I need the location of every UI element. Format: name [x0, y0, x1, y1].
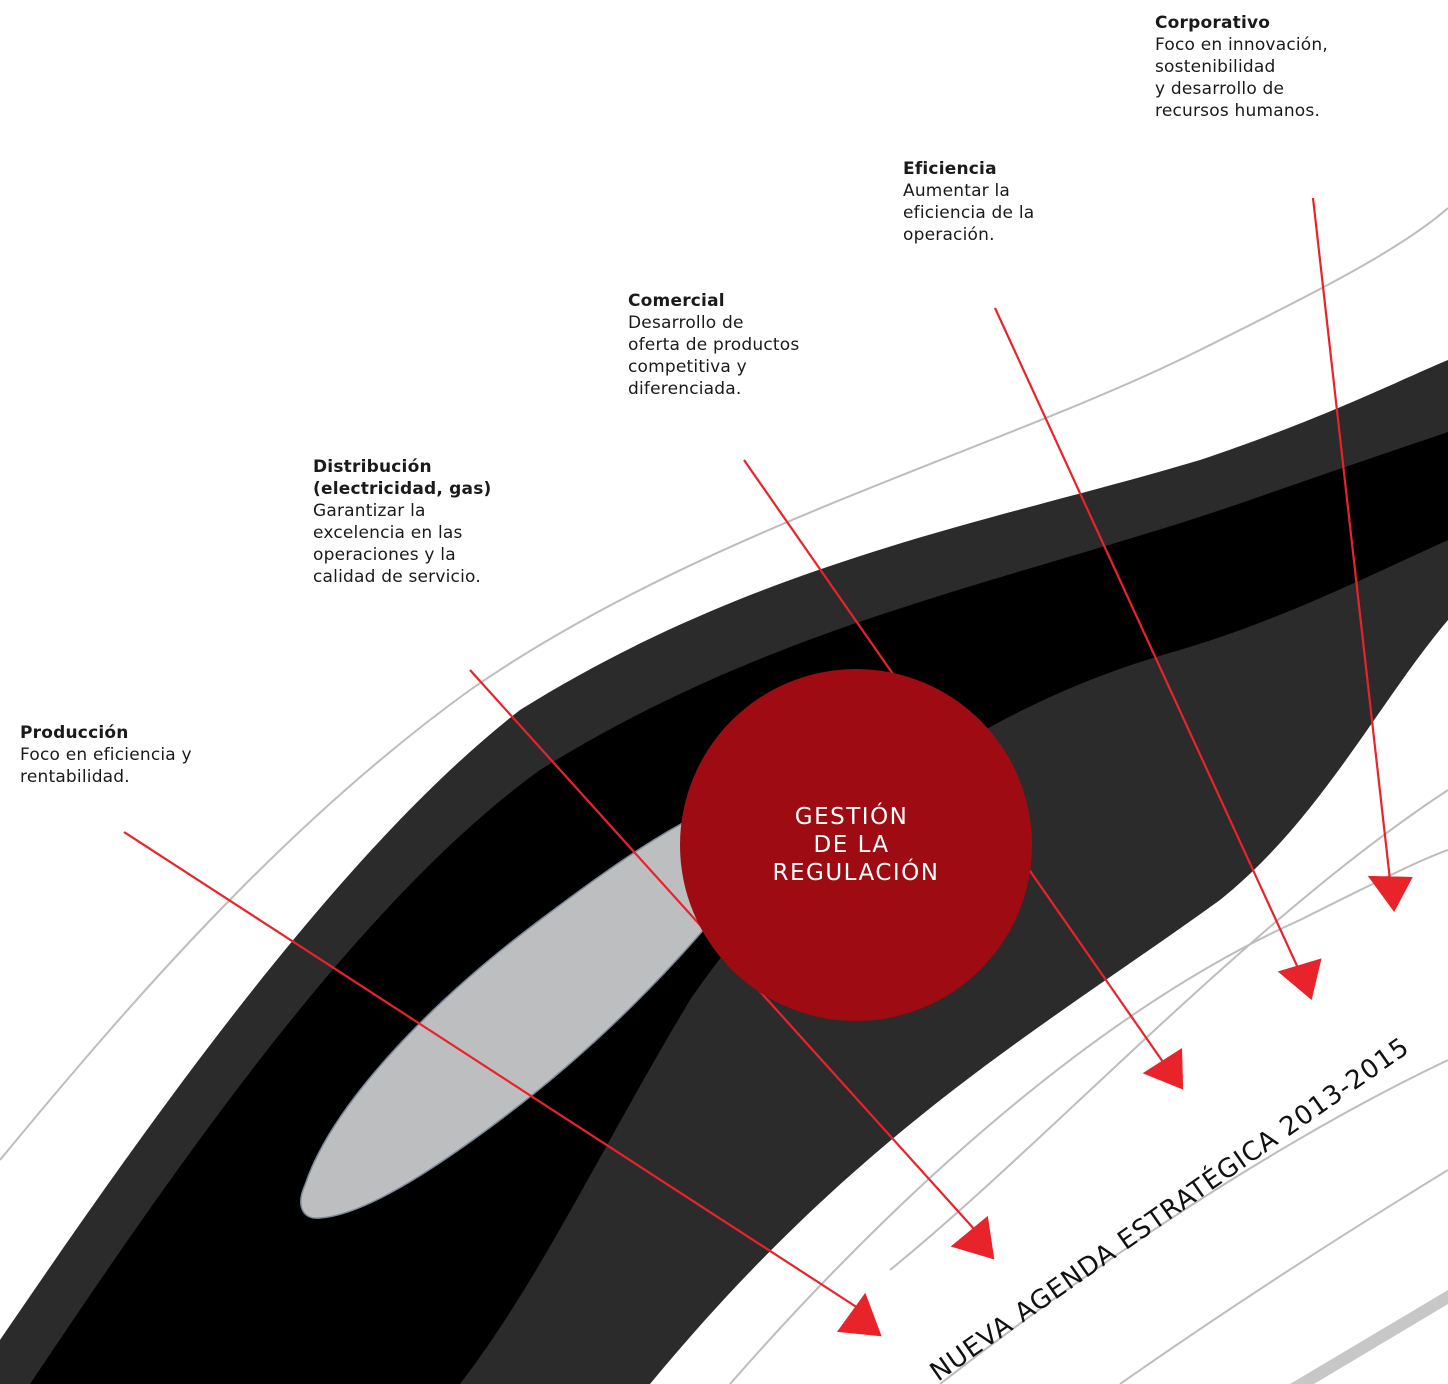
label-description: Foco en eficiencia y rentabilidad.	[20, 745, 192, 787]
arrow-line-produccion	[123, 831, 859, 1309]
guide-lines	[0, 207, 1448, 1384]
page-corner-mark	[1290, 1290, 1448, 1384]
arrowhead-distribucion	[950, 1215, 995, 1260]
arrowhead-eficiencia	[1277, 958, 1322, 1000]
arrow-line-corporativo	[1311, 197, 1392, 881]
center-title-line: REGULACIÓN	[773, 858, 940, 886]
label-title: Producción	[20, 723, 129, 743]
label-title: Eficiencia	[903, 159, 997, 179]
guide-line	[889, 789, 1448, 1271]
arrowhead-produccion	[836, 1292, 882, 1337]
label-distribucion: Distribución (electricidad, gas) Garanti…	[313, 456, 492, 588]
guide-line	[729, 849, 1448, 1384]
label-description: Aumentar la eficiencia de la operación.	[903, 181, 1035, 245]
regulation-circle	[680, 669, 1032, 1021]
guide-line	[0, 207, 1448, 1161]
label-description: Desarrollo de oferta de productos compet…	[628, 313, 800, 399]
label-title: Corporativo	[1155, 13, 1271, 33]
label-produccion: Producción Foco en eficiencia y rentabil…	[20, 722, 192, 788]
center-title-line: DE LA	[814, 832, 890, 858]
center-title: GESTIÓN DE LA REGULACIÓN	[773, 802, 940, 886]
label-description: Garantizar la excelencia en las operacio…	[313, 501, 481, 587]
label-description: Foco en innovación, sostenibilidad y des…	[1155, 35, 1328, 121]
arrowhead-corporativo	[1367, 875, 1413, 913]
label-title: Comercial	[628, 291, 725, 311]
label-comercial: Comercial Desarrollo de oferta de produc…	[628, 290, 799, 400]
guide-line	[939, 1059, 1448, 1384]
center-title-line: GESTIÓN	[795, 802, 909, 830]
arrowhead-comercial	[1142, 1048, 1184, 1090]
arrow-line-eficiencia	[994, 307, 1299, 969]
label-corporativo: Corporativo Foco en innovación, sostenib…	[1155, 12, 1328, 122]
guide-line	[1119, 1169, 1448, 1384]
label-eficiencia: Eficiencia Aumentar la eficiencia de la …	[903, 158, 1034, 246]
label-title: Distribución (electricidad, gas)	[313, 457, 492, 499]
